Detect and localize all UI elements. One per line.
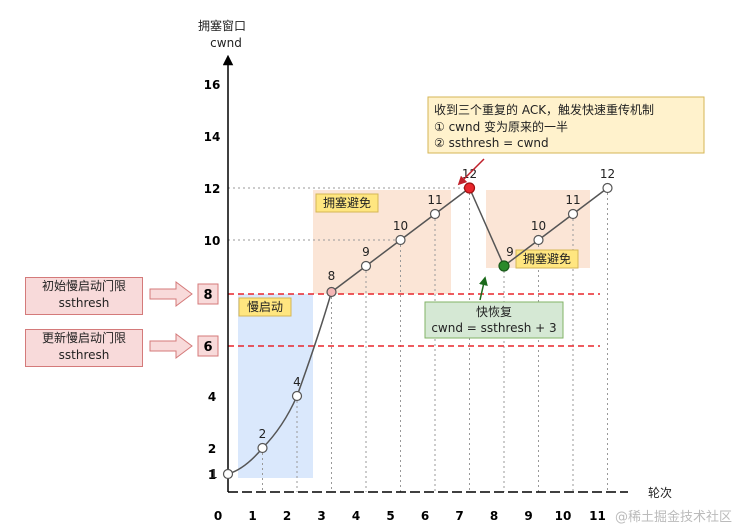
congestion-avoidance-label-1: 拥塞避免 bbox=[323, 195, 371, 210]
slow-start-curve bbox=[227, 291, 333, 475]
fast-recovery-title: 快恢复 bbox=[476, 305, 512, 319]
point-round-7 bbox=[463, 182, 476, 194]
y-tick-labels: 1246810121416 bbox=[204, 78, 221, 482]
point-label-9-after: 10 bbox=[531, 219, 546, 233]
x-tick-9: 9 bbox=[524, 509, 532, 523]
initial-threshold-note: 初始慢启动门限 ssthresh bbox=[25, 277, 143, 315]
x-tick-8: 8 bbox=[490, 509, 498, 523]
initial-threshold-note-line2: ssthresh bbox=[58, 296, 110, 310]
avoid-label-box-2 bbox=[515, 249, 579, 269]
point-label-1: 2 bbox=[259, 427, 267, 441]
point-label-2: 4 bbox=[293, 375, 301, 389]
y-tick-1: 1 bbox=[208, 468, 216, 482]
congestion-avoidance-label-2: 拥塞避免 bbox=[523, 251, 571, 266]
y-tick-14: 14 bbox=[204, 130, 221, 144]
threshold-6-value: 6 bbox=[203, 340, 212, 355]
ack-annotation-line2: ② ssthresh = cwnd bbox=[434, 136, 549, 150]
threshold-8-box bbox=[197, 283, 219, 305]
x-tick-5: 5 bbox=[386, 509, 394, 523]
updated-threshold-arrow bbox=[149, 333, 193, 359]
point-round-8-after bbox=[498, 260, 510, 272]
watermark: @稀土掘金技术社区 bbox=[614, 510, 732, 525]
fast-recovery-drop-line bbox=[468, 187, 505, 267]
point-round-9-after bbox=[533, 234, 544, 246]
y-tick-12: 12 bbox=[204, 182, 221, 196]
point-label-5: 10 bbox=[393, 219, 408, 233]
point-round-10-after bbox=[567, 208, 579, 220]
y-axis-title: 拥塞窗口 bbox=[198, 18, 246, 33]
point-label-6: 11 bbox=[427, 193, 442, 207]
ack-annotation-line1: ① cwnd 变为原来的一半 bbox=[434, 119, 568, 134]
point-round-4 bbox=[360, 260, 372, 272]
x-tick-11: 11 bbox=[589, 509, 606, 523]
updated-threshold-note-line1: 更新慢启动门限 bbox=[41, 331, 126, 345]
x-tick-7: 7 bbox=[455, 509, 463, 523]
y-tick-10: 10 bbox=[204, 234, 221, 248]
slow-start-label-box bbox=[238, 297, 292, 317]
point-round-5 bbox=[395, 234, 406, 246]
point-round-1 bbox=[257, 442, 268, 454]
x-tick-1: 1 bbox=[248, 509, 256, 523]
x-tick-labels: 0 1 2 3 4 5 6 7 8 9 10 11 bbox=[214, 509, 606, 523]
y-tick-4: 4 bbox=[208, 390, 216, 404]
slow-start-label: 慢启动 bbox=[247, 300, 283, 314]
x-tick-4: 4 bbox=[352, 509, 360, 523]
point-label-0: 1 bbox=[210, 467, 218, 481]
updated-threshold-note: 更新慢启动门限 ssthresh bbox=[25, 329, 143, 367]
y-axis-subtitle: cwnd bbox=[210, 36, 242, 50]
cwnd-point-labels: 124891011129101112 bbox=[210, 167, 615, 481]
threshold-8-value: 8 bbox=[203, 288, 212, 303]
point-label-4: 9 bbox=[362, 245, 370, 259]
point-label-11-after: 12 bbox=[600, 167, 615, 181]
x-tick-0: 0 bbox=[214, 509, 222, 523]
x-tick-6: 6 bbox=[421, 509, 429, 523]
fast-recovery-formula: cwnd = ssthresh + 3 bbox=[431, 321, 556, 335]
threshold-6-box bbox=[197, 335, 219, 357]
point-round-2 bbox=[291, 390, 303, 402]
point-label-3: 8 bbox=[328, 269, 336, 283]
cwnd-points bbox=[222, 182, 613, 480]
point-round-6 bbox=[429, 208, 441, 220]
x-axis-title: 轮次 bbox=[648, 486, 672, 500]
point-label-8-after: 9 bbox=[506, 245, 514, 259]
congestion-avoidance-line-2 bbox=[503, 187, 608, 267]
x-tick-10: 10 bbox=[555, 509, 572, 523]
point-round-11-after bbox=[602, 182, 613, 194]
point-round-3 bbox=[326, 286, 337, 298]
x-tick-3: 3 bbox=[317, 509, 325, 523]
y-tick-16: 16 bbox=[204, 78, 221, 92]
avoid-label-box-1 bbox=[315, 193, 379, 213]
slow-start-region bbox=[238, 294, 313, 478]
fast-recovery-box bbox=[424, 301, 564, 339]
fast-recovery-arrow bbox=[479, 276, 488, 301]
ack-annotation-title: 收到三个重复的 ACK，触发快速重传机制 bbox=[434, 102, 654, 117]
point-label-10-after: 11 bbox=[565, 193, 580, 207]
ack-annotation-box bbox=[427, 96, 705, 154]
point-round-0 bbox=[222, 468, 234, 480]
ack-arrow bbox=[457, 158, 485, 186]
initial-threshold-arrow bbox=[149, 281, 193, 307]
x-tick-2: 2 bbox=[283, 509, 291, 523]
y-tick-2: 2 bbox=[208, 442, 216, 456]
initial-threshold-note-line1: 初始慢启动门限 bbox=[41, 279, 126, 293]
updated-threshold-note-line2: ssthresh bbox=[58, 348, 110, 362]
